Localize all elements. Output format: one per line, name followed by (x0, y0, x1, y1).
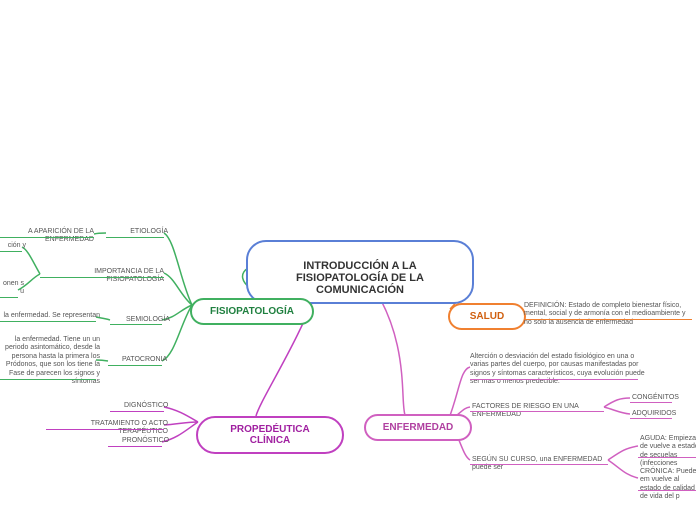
connector-path (448, 367, 470, 421)
leaf-underline (0, 296, 18, 298)
leaf-underline (470, 410, 604, 412)
leaf-underline (470, 463, 608, 465)
leaf-underline (0, 320, 96, 322)
leaf-underline (630, 401, 672, 403)
branch-salud[interactable]: SALUD (448, 303, 526, 330)
leaf-underline (108, 364, 162, 366)
leaf-underline (0, 236, 94, 238)
leaf-underline (46, 428, 164, 430)
leaf-underline (638, 489, 696, 491)
leaf-underline (638, 456, 696, 458)
connector-path (164, 233, 192, 305)
branch-prop[interactable]: PROPEDÉUTICA CLÍNICA (196, 416, 344, 454)
leaf-salud-0[interactable]: DEFINICIÓN: Estado de completo bienestar… (524, 302, 692, 327)
leaf-underline (470, 378, 638, 380)
leaf-underline (0, 378, 96, 380)
root-label: INTRODUCCIÓN A LA FISIOPATOLOGÍA DE LA C… (296, 260, 424, 296)
branch-label: ENFERMEDAD (383, 422, 454, 433)
connector-path (164, 422, 198, 425)
connector-path (22, 247, 40, 274)
leaf-enfermedad-6[interactable]: CRÓNICA: Puede em vuelve al estado de ca… (640, 468, 696, 502)
leaf-underline (106, 236, 164, 238)
branch-label: PROPEDÉUTICA CLÍNICA (230, 424, 309, 446)
branch-enfermedad[interactable]: ENFERMEDAD (364, 414, 472, 441)
leaf-underline (108, 445, 162, 447)
branch-label: FISIOPATOLOGÍA (210, 306, 294, 317)
leaf-enfermedad-5[interactable]: AGUDA: Empieza de vuelve a estado de sec… (640, 435, 696, 469)
leaf-underline (630, 417, 672, 419)
branch-label: SALUD (470, 311, 504, 322)
leaf-underline (40, 276, 164, 278)
leaf-enfermedad-0[interactable]: Alterción o desviación del estado fisiol… (470, 353, 650, 387)
leaf-underline (524, 318, 692, 320)
connector-path (164, 407, 198, 422)
connector-path (94, 233, 106, 234)
connector-path (164, 273, 192, 305)
leaf-fisio-4[interactable]: onen s u (0, 280, 24, 297)
leaf-underline (0, 250, 22, 252)
connector-path (162, 305, 192, 361)
root-node[interactable]: INTRODUCCIÓN A LA FISIOPATOLOGÍA DE LA C… (246, 240, 474, 304)
leaf-underline (110, 410, 164, 412)
branch-fisio[interactable]: FISIOPATOLOGÍA (190, 298, 314, 325)
leaf-underline (110, 323, 162, 325)
